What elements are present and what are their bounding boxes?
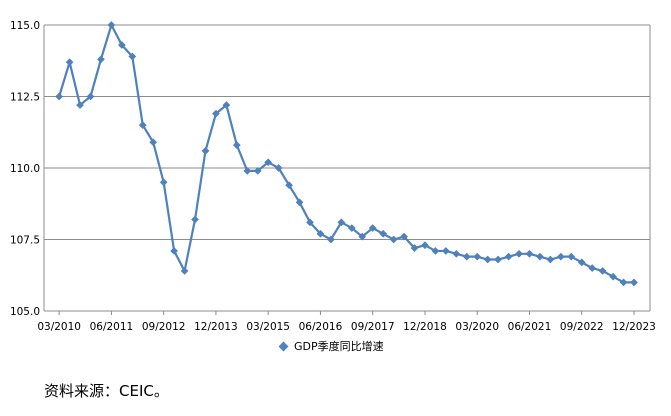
- data-point: [368, 224, 377, 233]
- data-point: [504, 252, 513, 261]
- data-point: [107, 21, 116, 29]
- data-point: [630, 278, 638, 287]
- series-line: [58, 23, 634, 284]
- series-group: [55, 21, 638, 287]
- data-point: [159, 178, 168, 187]
- data-point: [295, 198, 304, 207]
- y-tick-label: 105.0: [10, 306, 40, 318]
- y-tick-label: 112.5: [10, 92, 40, 104]
- y-tick-label: 107.5: [10, 235, 40, 247]
- data-point: [431, 246, 440, 255]
- data-point: [588, 264, 597, 273]
- data-point: [191, 215, 199, 224]
- data-point: [180, 267, 189, 275]
- x-tick-labels: 03/2010 06/2011 09/2012 12/2013 03/2015 06/20…: [37, 321, 655, 333]
- data-point: [473, 252, 482, 261]
- data-point: [97, 55, 105, 64]
- data-point: [400, 232, 409, 241]
- x-tick-label: 12/2013: [194, 321, 238, 333]
- data-point: [410, 244, 419, 253]
- legend: GDP季度同比增速: [278, 338, 384, 354]
- x-tick-label: 09/2012: [142, 321, 186, 333]
- x-tick-label: 12/2023: [612, 321, 656, 333]
- x-tick-label: 06/2016: [299, 321, 343, 333]
- data-point: [55, 92, 64, 101]
- data-point: [285, 181, 294, 190]
- data-point: [170, 246, 179, 255]
- data-point: [441, 246, 450, 255]
- data-point: [306, 218, 314, 227]
- data-point: [222, 101, 231, 110]
- data-point: [128, 52, 137, 61]
- data-point: [567, 252, 576, 261]
- x-tick-label: 06/2021: [508, 321, 552, 333]
- axes: [43, 25, 651, 315]
- data-point: [483, 255, 492, 264]
- data-point: [211, 109, 220, 118]
- data-point: [389, 235, 398, 244]
- data-point: [609, 272, 618, 281]
- data-point: [556, 252, 565, 261]
- data-point: [525, 249, 534, 258]
- y-tick-labels: 105.0 107.5 110.0 112.5 115.0: [10, 20, 40, 318]
- data-point: [619, 278, 628, 287]
- x-tick-label: 06/2011: [90, 321, 134, 333]
- data-point: [232, 141, 241, 150]
- x-tick-label: 09/2022: [560, 321, 604, 333]
- data-point: [149, 138, 158, 147]
- data-point: [462, 252, 471, 261]
- x-tick-label: 03/2015: [246, 321, 290, 333]
- data-point: [253, 166, 262, 175]
- data-point: [421, 241, 429, 250]
- source-note: 资料来源：CEIC。: [44, 382, 169, 400]
- data-point: [494, 255, 503, 264]
- data-point: [76, 101, 85, 110]
- data-point: [347, 224, 356, 233]
- x-tick-label: 03/2020: [455, 321, 499, 333]
- data-point: [515, 249, 523, 258]
- data-point: [264, 158, 273, 167]
- data-point: [577, 258, 586, 267]
- data-point: [379, 229, 388, 238]
- y-tick-label: 110.0: [10, 163, 40, 175]
- x-tick-label: 03/2010: [37, 321, 81, 333]
- y-tick-label: 115.0: [10, 20, 40, 32]
- data-point: [546, 255, 555, 264]
- data-point: [452, 249, 461, 258]
- line-chart: 105.0 107.5 110.0 112.5 115.0 03/2010 06/2011…: [10, 20, 656, 333]
- legend-label: GDP季度同比增速: [294, 340, 384, 353]
- x-tick-label: 12/2018: [403, 321, 447, 333]
- data-point: [598, 267, 607, 275]
- data-point: [337, 218, 346, 227]
- data-point: [274, 164, 283, 172]
- data-point: [358, 232, 367, 241]
- data-point: [316, 229, 325, 238]
- data-point: [201, 146, 210, 155]
- legend-marker-icon: [278, 341, 289, 351]
- data-point: [86, 92, 95, 101]
- data-point: [243, 166, 252, 175]
- data-point: [535, 252, 544, 261]
- x-tick-label: 09/2017: [351, 321, 395, 333]
- data-point: [326, 235, 335, 244]
- data-point: [117, 41, 126, 49]
- data-point: [138, 121, 147, 130]
- data-point: [65, 58, 74, 67]
